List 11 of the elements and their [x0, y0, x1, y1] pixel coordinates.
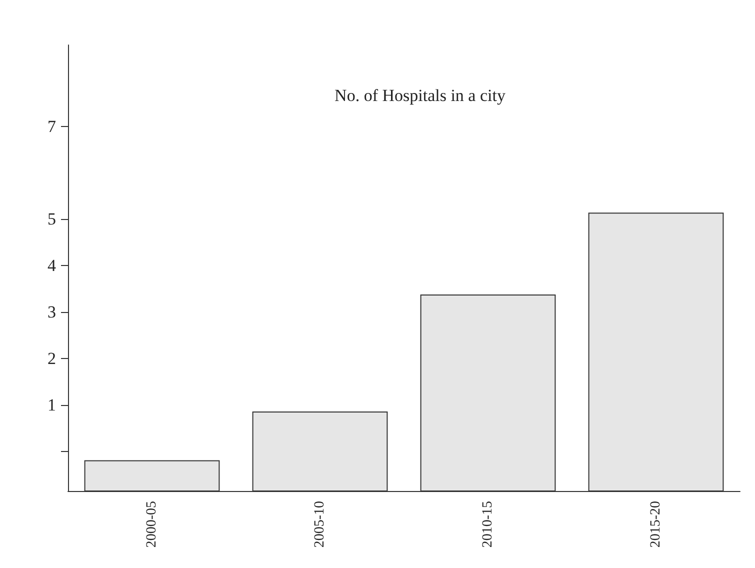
y-tick-label: 2	[48, 349, 56, 368]
x-tick-label: 2015-20	[648, 501, 664, 548]
y-tick-label: 7	[48, 116, 56, 136]
y-tick-label: 4	[48, 256, 56, 276]
text: No. of Hospitals in a city	[334, 86, 506, 105]
y-tick-label: 1	[48, 396, 56, 415]
y-tick-label: 3	[48, 302, 56, 322]
x-tick-label: 2010-15	[480, 501, 496, 548]
x-tick-label: 2000-05	[144, 501, 160, 548]
y-tick-label: 5	[48, 210, 56, 229]
x-tick-label: 2005-10	[312, 501, 328, 548]
